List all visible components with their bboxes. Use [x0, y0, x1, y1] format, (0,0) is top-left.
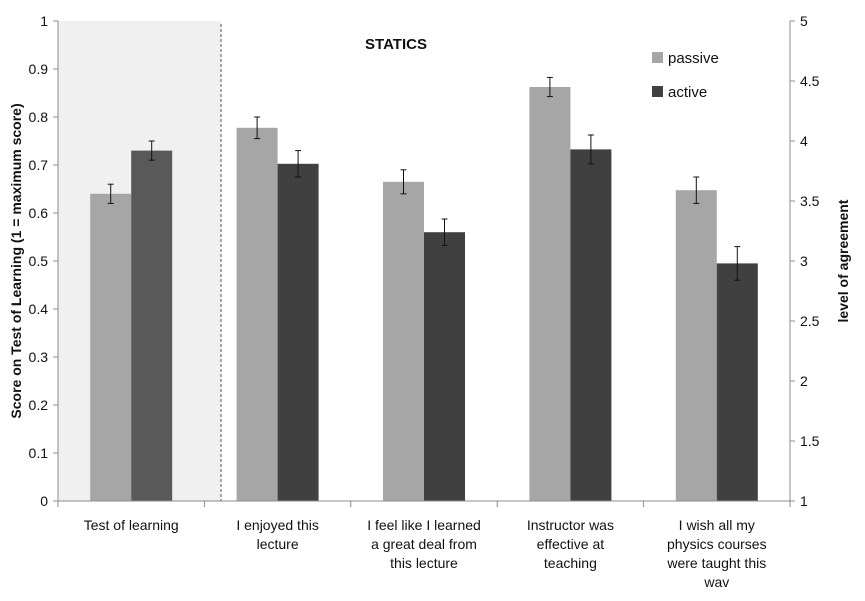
left-ticks: 0 0.1 0.2 0.3 0.4 0.5 0.6 0.7 0.8 0.9 1: [29, 13, 58, 509]
left-tick-label: 1: [40, 13, 48, 29]
right-tick-label: 2: [800, 373, 808, 389]
right-tick-label: 1.5: [800, 433, 820, 449]
bar-active: [131, 150, 173, 501]
left-tick-label: 0.5: [29, 253, 49, 269]
error-bars: [107, 76, 741, 281]
left-axis-label: Score on Test of Learning (1 = maximum s…: [8, 103, 24, 418]
legend: passive active: [652, 50, 719, 101]
bar-passive: [529, 87, 571, 501]
bar-passive: [383, 181, 424, 502]
left-tick-label: 0.2: [29, 397, 49, 413]
right-ticks: 1 1.5 2 2.5 3 3.5 4 4.5 5: [790, 13, 820, 509]
right-tick-label: 4: [800, 133, 808, 149]
x-ticks: [57, 501, 791, 507]
legend-label-active: active: [668, 84, 707, 101]
right-tick-label: 3: [800, 253, 808, 269]
bar-active: [570, 149, 612, 501]
right-axis-label: level of agreement: [835, 199, 851, 322]
bar-active: [277, 163, 319, 502]
category-label: I wish all my physics courses were taught …: [666, 517, 766, 590]
right-tick-label: 1: [800, 493, 808, 509]
bar-active: [424, 232, 465, 501]
right-tick-label: 5: [800, 13, 808, 29]
right-tick-label: 3.5: [800, 193, 820, 209]
category-label: Instructor was effective at teaching: [527, 517, 614, 571]
category-labels: Test of learning I enjoyed this lecture I f…: [84, 517, 767, 590]
chart-title: STATICS: [365, 36, 427, 53]
bar-passive: [90, 193, 132, 502]
bar-passive: [236, 127, 278, 502]
category-label: I feel like I learned a great deal from th…: [367, 517, 481, 571]
left-tick-label: 0: [40, 493, 48, 509]
left-tick-label: 0.8: [29, 109, 49, 125]
left-tick-label: 0.1: [29, 445, 49, 461]
right-tick-label: 2.5: [800, 313, 820, 329]
left-tick-label: 0.6: [29, 205, 49, 221]
bars: [90, 87, 758, 502]
left-tick-label: 0.3: [29, 349, 49, 365]
right-tick-label: 4.5: [800, 73, 820, 89]
legend-swatch-passive: [652, 52, 663, 63]
legend-label-passive: passive: [668, 50, 719, 67]
left-tick-label: 0.7: [29, 157, 49, 173]
legend-swatch-active: [652, 86, 663, 97]
bar-passive: [675, 190, 717, 501]
bar-active: [716, 263, 758, 501]
category-label: Test of learning: [84, 517, 179, 533]
category-label: I enjoyed this lecture: [236, 517, 319, 552]
left-tick-label: 0.4: [29, 301, 49, 317]
left-tick-label: 0.9: [29, 61, 49, 77]
